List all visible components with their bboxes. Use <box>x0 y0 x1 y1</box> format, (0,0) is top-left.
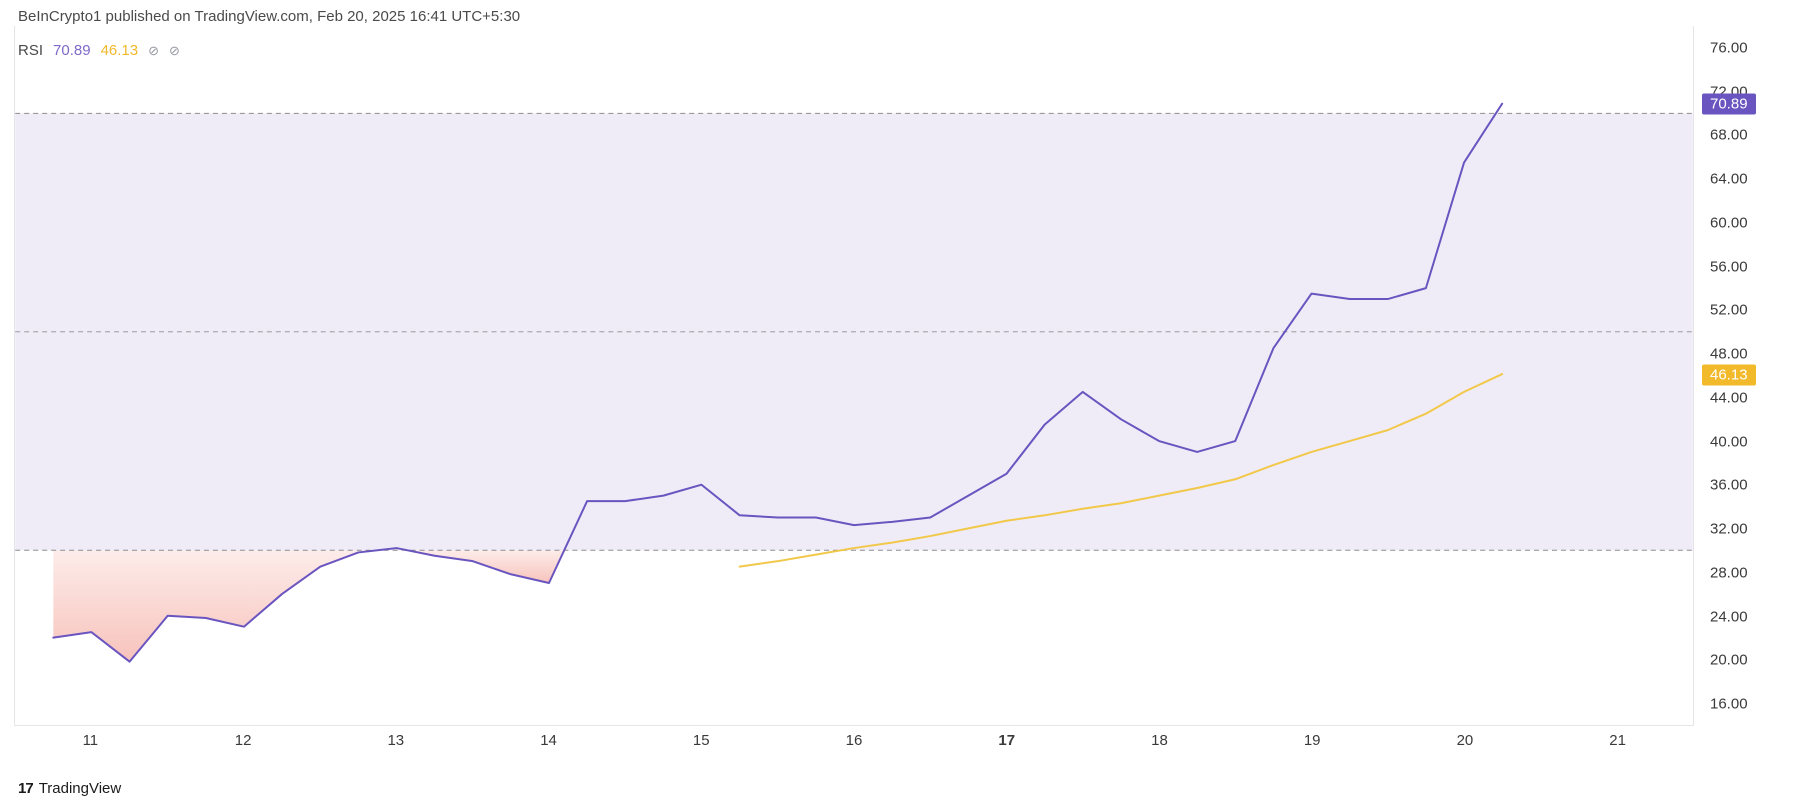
signal-value: 46.13 <box>101 42 139 59</box>
plot-area[interactable] <box>14 26 1694 726</box>
x-tick-label: 11 <box>83 732 99 749</box>
y-tick-label: 28.00 <box>1710 564 1748 581</box>
y-tick-label: 64.00 <box>1710 171 1748 188</box>
x-tick-label: 14 <box>540 732 557 749</box>
y-tick-label: 44.00 <box>1710 389 1748 406</box>
y-tick-label: 76.00 <box>1710 39 1748 56</box>
y-tick-label: 52.00 <box>1710 302 1748 319</box>
x-tick-label: 13 <box>387 732 404 749</box>
y-axis-labels: 16.00 20.00 24.00 28.00 32.00 36.00 40.00 44.00… <box>1702 26 1792 726</box>
x-tick-label: 15 <box>693 732 710 749</box>
indicator-label: RSI <box>18 42 43 59</box>
price-tag: 46.13 <box>1702 364 1756 385</box>
tradingview-logo-icon: 17 <box>18 780 33 797</box>
y-tick-label: 24.00 <box>1710 608 1748 625</box>
x-tick-label: 19 <box>1304 732 1321 749</box>
y-tick-label: 68.00 <box>1710 127 1748 144</box>
indicator-row: RSI 70.89 46.13 ⊘ ⊘ <box>18 42 180 59</box>
price-tag: 70.89 <box>1702 93 1756 114</box>
chart-container: BeInCrypto1 published on TradingView.com… <box>0 0 1805 803</box>
tradingview-label: TradingView <box>39 780 122 797</box>
chart-svg <box>15 26 1693 725</box>
settings-icon[interactable]: ⊘ <box>148 43 159 59</box>
y-tick-label: 32.00 <box>1710 521 1748 538</box>
x-tick-label: 21 <box>1609 732 1626 749</box>
y-tick-label: 56.00 <box>1710 258 1748 275</box>
x-tick-label: 17 <box>998 732 1015 749</box>
publish-header: BeInCrypto1 published on TradingView.com… <box>18 8 520 25</box>
hide-icon[interactable]: ⊘ <box>169 43 180 59</box>
x-tick-label: 18 <box>1151 732 1168 749</box>
rsi-value: 70.89 <box>53 42 91 59</box>
footer: 17 TradingView <box>18 780 121 797</box>
x-tick-label: 12 <box>235 732 252 749</box>
y-tick-label: 20.00 <box>1710 652 1748 669</box>
y-tick-label: 40.00 <box>1710 433 1748 450</box>
x-tick-label: 16 <box>846 732 863 749</box>
x-tick-label: 20 <box>1457 732 1474 749</box>
y-tick-label: 60.00 <box>1710 214 1748 231</box>
y-tick-label: 36.00 <box>1710 477 1748 494</box>
y-tick-label: 16.00 <box>1710 696 1748 713</box>
x-axis-labels: 11 12 13 14 15 16 17 18 19 20 21 <box>14 732 1694 754</box>
y-tick-label: 48.00 <box>1710 346 1748 363</box>
